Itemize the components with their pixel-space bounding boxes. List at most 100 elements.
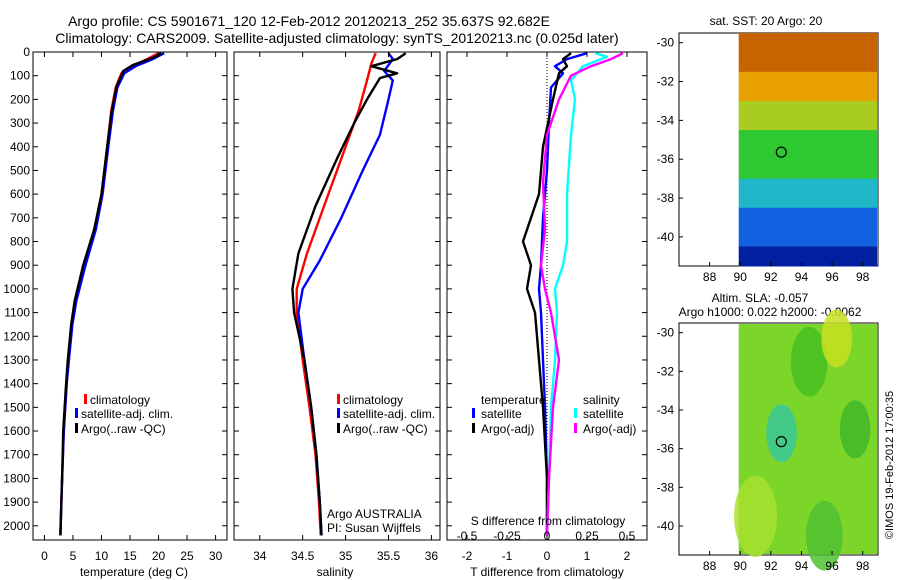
depth-tick-label: 1500 <box>3 400 30 414</box>
legend-blue-swatch <box>472 408 475 418</box>
salinity-annotation-line-1: Argo AUSTRALIA <box>327 507 422 521</box>
x-tick-label: 10 <box>95 549 109 563</box>
sla-anomaly-patch <box>790 326 828 397</box>
sla-anomaly-patch <box>821 309 852 368</box>
x-tick-label: 30 <box>209 549 223 563</box>
x-tick-label: 15 <box>123 549 137 563</box>
depth-tick-label: 100 <box>10 69 30 83</box>
legend-magenta-swatch <box>574 423 577 433</box>
depth-tick-label: 900 <box>10 258 30 272</box>
series-s-argo-adj- <box>539 52 624 536</box>
legend-climatology: climatology <box>343 393 403 407</box>
map-y-tick-label: -32 <box>657 364 675 378</box>
sla-anomaly-patch <box>734 475 777 557</box>
map-y-tick-label: -40 <box>657 519 675 533</box>
map-x-tick-label: 88 <box>703 270 717 284</box>
depth-tick-label: 0 <box>23 45 30 59</box>
map-x-tick-label: 94 <box>795 559 809 573</box>
x-tick-label: 5 <box>70 549 77 563</box>
legend-satellite: satellite-adj. clim. <box>343 407 435 421</box>
x-tick-label: 35.5 <box>377 549 401 563</box>
x-tick-label: -2 <box>462 549 473 563</box>
legend-s-satellite: satellite <box>583 407 624 421</box>
series-t-argo-adj- <box>521 52 572 536</box>
difference-curves <box>521 52 624 536</box>
salinity-xlabel: salinity <box>317 565 354 579</box>
sst-band <box>738 71 877 102</box>
map-x-tick-label: 98 <box>856 559 870 573</box>
legend-blue-swatch <box>337 408 340 418</box>
legend-red-swatch <box>337 394 340 404</box>
map-y-tick-label: -40 <box>657 230 675 244</box>
sst-argo-marker <box>775 146 787 158</box>
salinity-legend: climatology satellite-adj. clim. Argo(..… <box>337 393 435 436</box>
map-y-tick-label: -34 <box>657 403 675 417</box>
depth-tick-label: 1000 <box>3 282 30 296</box>
legend-t-satellite: satellite <box>481 407 522 421</box>
map-x-tick-label: 92 <box>764 559 778 573</box>
salinity-curves <box>291 52 407 536</box>
depth-tick-label: 500 <box>10 163 30 177</box>
legend-black-swatch <box>337 423 340 433</box>
x-tick-label: 35 <box>339 549 353 563</box>
legend-argo: Argo(..raw -QC) <box>81 422 166 436</box>
map-y-tick-label: -38 <box>657 480 675 494</box>
temperature-axes-frame <box>32 51 228 541</box>
difference-panel: temperature salinity satellite Argo(-adj… <box>446 51 648 579</box>
temperature-curves <box>59 52 165 536</box>
legend-satellite: satellite-adj. clim. <box>81 407 173 421</box>
legend-black-swatch <box>472 423 475 433</box>
map-x-tick-label: 98 <box>856 270 870 284</box>
depth-tick-label: 300 <box>10 116 30 130</box>
depth-tick-label: 200 <box>10 92 30 106</box>
series-argo-raw-qc- <box>291 52 407 536</box>
sst-map-panel: sat. SST: 20 Argo: 20 <box>678 14 879 267</box>
map-y-tick-label: -30 <box>657 36 675 50</box>
sst-band <box>738 246 877 267</box>
legend-climatology: climatology <box>90 393 150 407</box>
depth-tick-label: 1300 <box>3 353 30 367</box>
map-y-tick-label: -32 <box>657 75 675 89</box>
legend-blue-swatch <box>75 408 78 418</box>
sla-anomaly-patch <box>766 404 797 463</box>
salinity-axes-frame <box>233 51 441 541</box>
map-y-tick-label: -36 <box>657 152 675 166</box>
sla-anomaly-patch <box>806 500 843 571</box>
legend-cyan-swatch <box>574 408 577 418</box>
x-tick-label: 0 <box>41 549 48 563</box>
map-x-tick-label: 88 <box>703 559 717 573</box>
header-line-1: Argo profile: CS 5901671_120 12-Feb-2012… <box>68 13 550 29</box>
x-tick-label: 34.5 <box>291 549 315 563</box>
legend-t-argo: Argo(-adj) <box>481 422 534 436</box>
x-tick-label: 34 <box>253 549 267 563</box>
x-tick-label: 36 <box>425 549 439 563</box>
temperature-xlabel: temperature (deg C) <box>80 565 188 579</box>
sst-band <box>738 207 877 248</box>
depth-tick-label: 1100 <box>4 306 30 320</box>
sla-map-title-line-2: Argo h1000: 0.022 h2000: -0.0062 <box>679 305 862 319</box>
depth-tick-label: 700 <box>10 211 30 225</box>
depth-tick-label: 2000 <box>3 519 30 533</box>
x-tick-label: 20 <box>152 549 166 563</box>
map-y-tick-label: -38 <box>657 191 675 205</box>
difference-legend: temperature salinity satellite Argo(-adj… <box>472 393 636 436</box>
x-tick-label: 0 <box>544 549 551 563</box>
depth-tick-label: 1700 <box>3 448 30 462</box>
depth-tick-label: 1600 <box>3 424 30 438</box>
legend-s-argo: Argo(-adj) <box>583 422 636 436</box>
legend-black-swatch <box>75 423 78 433</box>
sst-band <box>738 33 877 73</box>
difference-xlabel: T difference from climatology <box>470 565 624 579</box>
depth-tick-label: 1900 <box>3 495 30 509</box>
legend-red-swatch <box>84 394 87 404</box>
copyright-note: ©IMOS 19-Feb-2012 17:00:35 <box>884 391 896 539</box>
temperature-panel: climatology satellite-adj. clim. Argo(..… <box>32 51 228 579</box>
legend-title-salinity: salinity <box>583 393 620 407</box>
header-line-2: Climatology: CARS2009. Satellite-adjuste… <box>55 30 618 46</box>
depth-tick-label: 1800 <box>3 471 30 485</box>
x-tick-label: 1 <box>584 549 591 563</box>
salinity-annotation-line-2: PI: Susan Wijffels <box>327 521 421 535</box>
sst-band <box>738 100 877 131</box>
sla-argo-marker <box>775 436 787 448</box>
